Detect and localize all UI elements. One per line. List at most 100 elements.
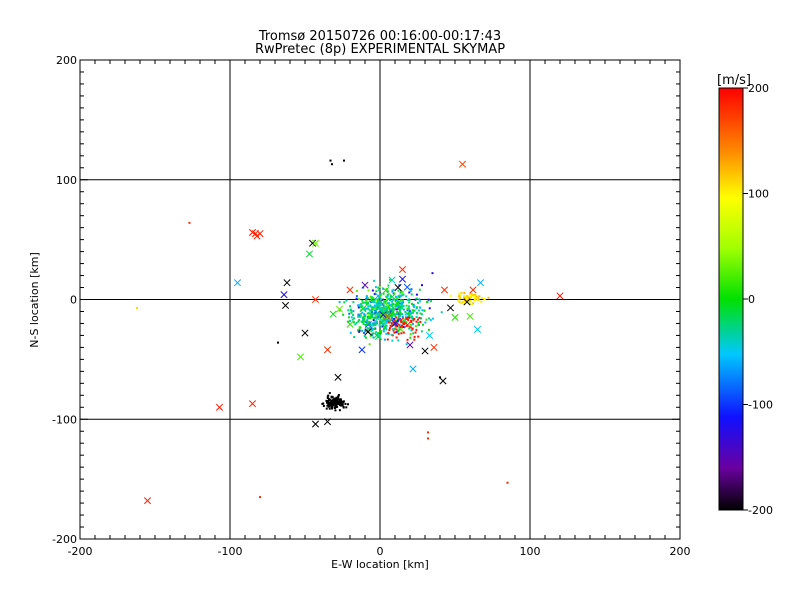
data-point-dot [391,308,394,311]
data-point-dot [459,294,462,297]
data-point-dot [357,329,360,332]
data-point-dot [376,312,379,315]
data-point-dot [392,308,395,311]
data-point-dot [358,298,361,301]
data-point-x [364,328,372,336]
data-point-dot [358,326,361,329]
data-point-x [281,301,290,310]
data-point-dot [365,320,368,323]
data-point-dot [341,403,344,406]
data-point-dot [389,278,392,281]
data-point-dot [329,159,332,162]
data-point-dot [404,313,407,316]
data-point-dot [386,318,389,321]
data-point-dot [392,328,395,331]
data-point-dot [395,308,398,311]
y-tick-label: 0 [70,294,77,307]
data-point-dot [339,401,342,404]
data-point-dot [427,431,429,434]
data-point-dot [325,407,328,410]
data-point-dot [410,329,413,332]
x-tick-labels: -200 -100 0 100 200 [68,545,691,558]
data-point-dot [357,306,360,309]
data-point-dot [362,322,365,325]
data-point-dot [329,403,332,406]
data-point-dot [382,302,385,305]
data-point-dot [366,323,369,326]
x-axis-label: E-W location [km] [331,558,429,571]
data-point-dot [357,304,360,307]
data-point-x [253,232,261,240]
data-point-dot [395,316,398,319]
data-point-dot [417,321,420,324]
data-point-dot [419,300,422,303]
data-point-dot [326,404,329,407]
data-point-dot [350,311,353,314]
data-point-dot [476,298,479,301]
y-tick-label: -100 [52,413,77,426]
data-point-dot [395,299,398,302]
data-point-dot [411,322,414,325]
data-point-dot [397,300,400,303]
data-point-dot [413,304,416,307]
data-point-dot [401,313,404,316]
data-point-dot [345,406,348,409]
data-point-dot [472,302,475,305]
data-point-dot [384,324,387,327]
data-point-dot [376,305,379,308]
data-point-dot [374,321,377,324]
data-point-dot [365,336,368,339]
data-point-dot [468,302,471,305]
data-point-dot [367,307,370,310]
data-point-dot [398,312,401,315]
data-point-dot [418,323,421,326]
data-point-dot [379,293,382,296]
data-point-x [374,332,382,341]
data-point-dot [380,329,383,332]
data-point-dot [408,313,411,316]
data-point-dot [391,323,394,326]
data-point-dot [379,301,382,304]
data-point-dot [363,313,366,316]
data-point-dot [384,301,387,304]
y-tick-label: 200 [56,54,77,67]
data-point-dot [377,297,380,300]
data-point-dot [379,295,382,298]
data-point-dot [413,309,416,312]
data-point-dot [412,319,415,322]
data-point-dot [379,331,382,334]
data-point-dot [329,402,332,405]
data-point-dot [188,221,191,224]
data-point-dot [382,329,385,332]
data-point-dot [418,288,421,291]
data-point-dot [458,292,461,295]
data-point-x [283,279,291,287]
data-point-dot [418,306,421,309]
data-point-dot [382,307,385,310]
data-point-dot [388,306,391,309]
data-point-dot [333,403,336,406]
data-point-dot [365,295,368,298]
data-point-dot [430,300,433,303]
data-point-dot [358,319,361,322]
data-point-dot [335,404,338,407]
data-point-dot [363,335,366,338]
data-point-dot [462,301,465,304]
data-point-dot [408,308,411,311]
data-point-dot [345,299,348,302]
data-point-dot [402,293,405,296]
data-point-dot [355,295,358,298]
data-point-dot [322,402,325,405]
data-point-dot [401,290,404,293]
data-point-dot [400,321,403,324]
data-point-dot [407,315,410,318]
data-point-dot [338,409,341,412]
data-point-dot [403,319,406,322]
data-point-x [394,283,402,292]
data-point-dot [372,312,375,315]
data-point-dot [474,297,477,300]
data-point-dot [386,338,389,341]
data-point-dot [386,310,389,313]
data-point-dot [378,299,381,302]
data-point-dot [387,315,390,318]
